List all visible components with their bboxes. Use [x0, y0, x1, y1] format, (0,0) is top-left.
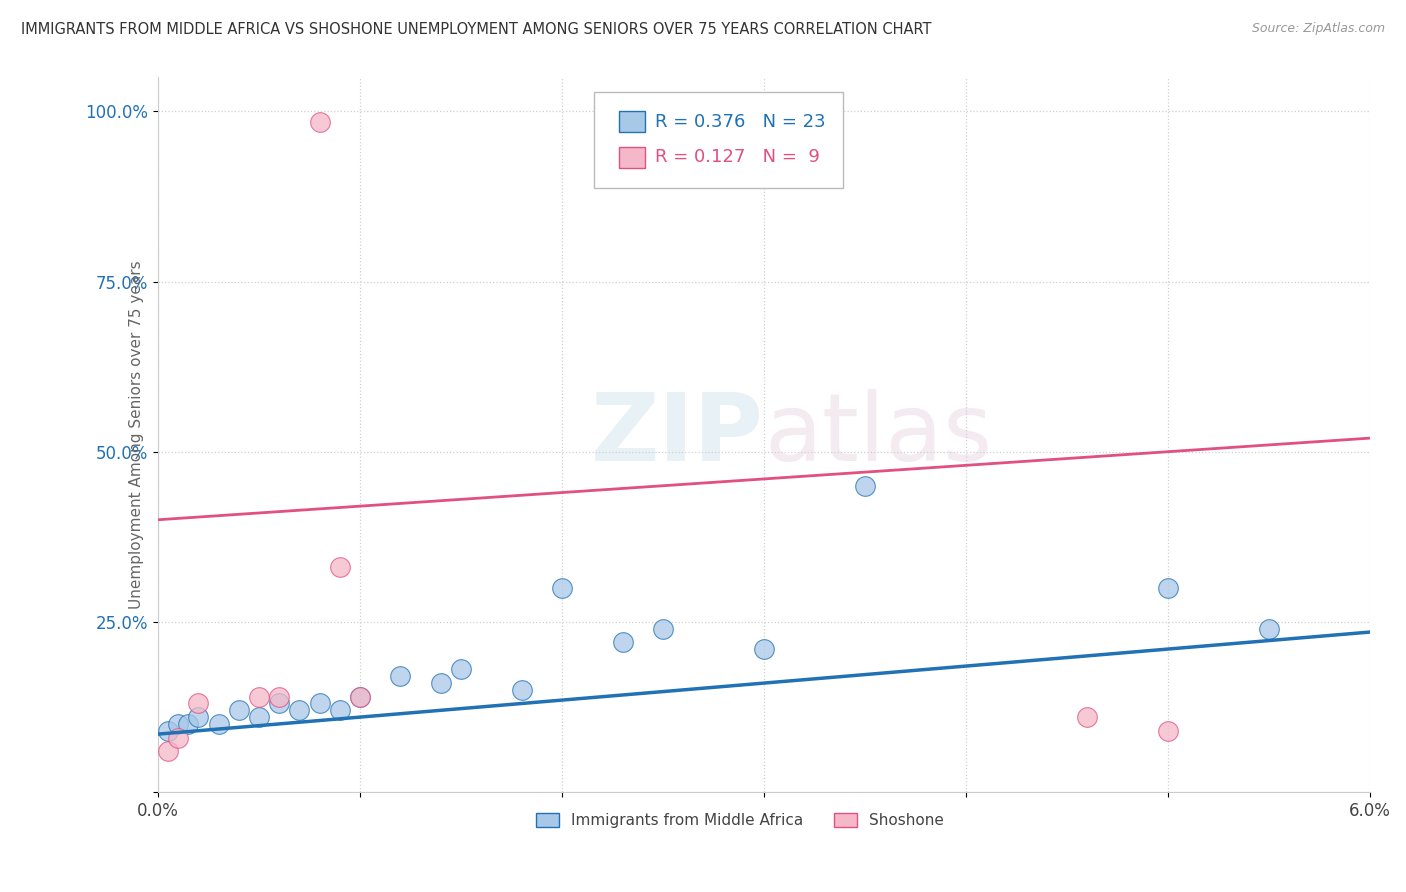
Point [308, 697, 330, 711]
Point [187, 697, 209, 711]
Point [1076, 710, 1098, 724]
Point [1157, 581, 1180, 595]
Point [551, 581, 574, 595]
Point [510, 682, 533, 697]
Point [308, 114, 330, 128]
Point [269, 697, 291, 711]
Point [247, 690, 270, 704]
Text: Source: ZipAtlas.com: Source: ZipAtlas.com [1251, 22, 1385, 36]
Point [853, 479, 876, 493]
Text: R = 0.376   N = 23: R = 0.376 N = 23 [655, 112, 825, 131]
FancyBboxPatch shape [619, 111, 645, 132]
Point [157, 744, 180, 758]
Point [1157, 723, 1180, 738]
Point [177, 717, 200, 731]
Point [157, 723, 180, 738]
Text: IMMIGRANTS FROM MIDDLE AFRICA VS SHOSHONE UNEMPLOYMENT AMONG SENIORS OVER 75 YEA: IMMIGRANTS FROM MIDDLE AFRICA VS SHOSHON… [21, 22, 932, 37]
FancyBboxPatch shape [595, 92, 842, 188]
Point [652, 622, 675, 636]
Text: R = 0.127   N =  9: R = 0.127 N = 9 [655, 148, 820, 167]
Point [228, 703, 250, 717]
Point [1258, 622, 1281, 636]
Point [349, 690, 371, 704]
Point [207, 717, 229, 731]
Point [349, 690, 371, 704]
Point [430, 676, 453, 690]
Point [269, 690, 291, 704]
Point [167, 717, 190, 731]
Point [389, 669, 412, 683]
Point [247, 710, 270, 724]
Point [612, 635, 634, 649]
Point [187, 710, 209, 724]
Point [329, 703, 352, 717]
Point [450, 663, 472, 677]
Point [752, 642, 775, 657]
Text: atlas: atlas [763, 389, 993, 481]
Legend: Immigrants from Middle Africa, Shoshone: Immigrants from Middle Africa, Shoshone [530, 807, 950, 834]
Point [288, 703, 311, 717]
Point [329, 560, 352, 574]
Point [167, 731, 190, 745]
Text: ZIP: ZIP [591, 389, 763, 481]
Y-axis label: Unemployment Among Seniors over 75 years: Unemployment Among Seniors over 75 years [129, 260, 145, 609]
FancyBboxPatch shape [619, 147, 645, 169]
